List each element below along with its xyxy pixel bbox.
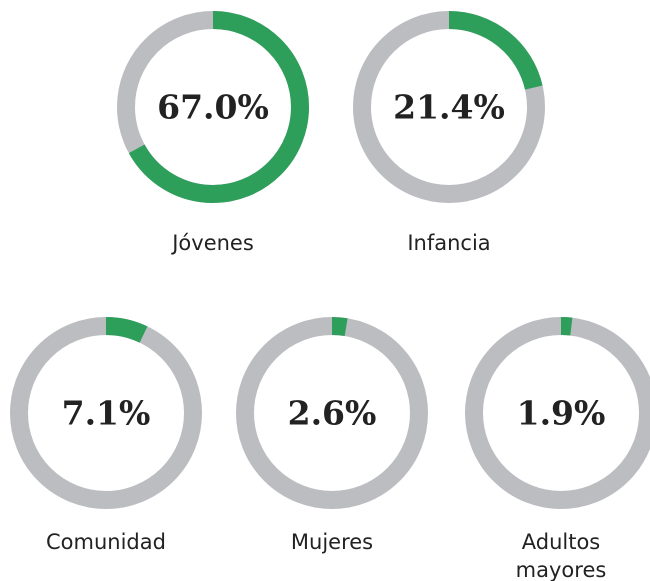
donut-arc bbox=[465, 317, 650, 509]
category-label: Jóvenes bbox=[172, 231, 254, 255]
donut-arc bbox=[10, 317, 202, 509]
category-label: Infancia bbox=[407, 231, 491, 255]
value-label: 7.1% bbox=[62, 394, 151, 433]
value-label: 21.4% bbox=[393, 88, 505, 127]
value-label: 1.9% bbox=[517, 394, 606, 433]
donut-arc bbox=[117, 11, 309, 203]
donut-arc bbox=[236, 317, 428, 509]
category-label: Mujeres bbox=[290, 530, 374, 554]
value-label: 67.0% bbox=[157, 88, 269, 127]
category-label: Comunidad bbox=[46, 530, 166, 554]
value-label: 2.6% bbox=[288, 394, 377, 433]
donut-arc bbox=[353, 11, 545, 203]
category-label: Adultos mayores bbox=[515, 530, 607, 581]
